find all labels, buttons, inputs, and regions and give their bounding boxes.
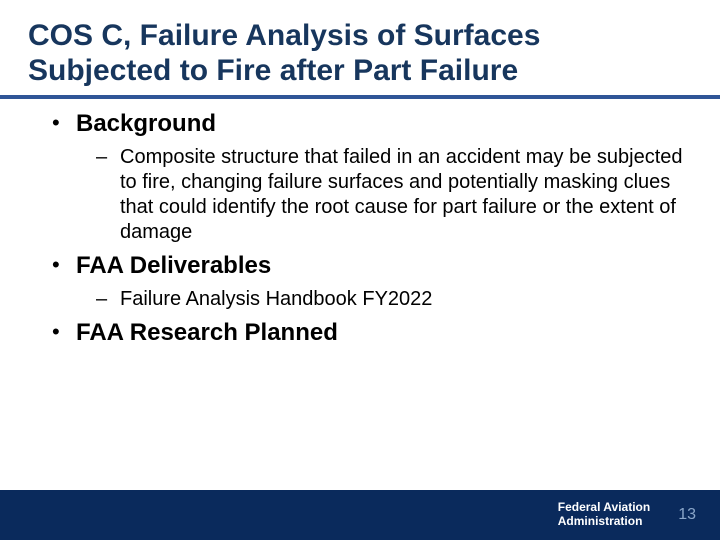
bullet-label: Background bbox=[76, 110, 216, 137]
sub-bullet-list: Composite structure that failed in an ac… bbox=[76, 145, 692, 245]
bullet-item: FAA Research Planned bbox=[50, 318, 692, 348]
sub-bullet-text: Failure Analysis Handbook FY2022 bbox=[120, 288, 432, 310]
footer-org-line1: Federal Aviation bbox=[558, 501, 650, 515]
sub-bullet-item: Failure Analysis Handbook FY2022 bbox=[96, 287, 692, 312]
sub-bullet-text: Composite structure that failed in an ac… bbox=[120, 146, 683, 243]
slide-title: COS C, Failure Analysis of Surfaces Subj… bbox=[28, 18, 692, 89]
bullet-item: FAA Deliverables Failure Analysis Handbo… bbox=[50, 251, 692, 312]
title-underline bbox=[0, 95, 720, 99]
footer-org: Federal Aviation Administration bbox=[558, 501, 650, 529]
footer-org-line2: Administration bbox=[558, 515, 650, 529]
bullet-label: FAA Deliverables bbox=[76, 252, 271, 279]
slide-footer: Federal Aviation Administration 13 bbox=[0, 490, 720, 540]
bullet-list: Background Composite structure that fail… bbox=[50, 109, 692, 348]
bullet-label: FAA Research Planned bbox=[76, 319, 338, 346]
bullet-item: Background Composite structure that fail… bbox=[50, 109, 692, 245]
slide-content: Background Composite structure that fail… bbox=[28, 109, 692, 348]
sub-bullet-item: Composite structure that failed in an ac… bbox=[96, 145, 692, 245]
slide: COS C, Failure Analysis of Surfaces Subj… bbox=[0, 0, 720, 540]
sub-bullet-list: Failure Analysis Handbook FY2022 bbox=[76, 287, 692, 312]
page-number: 13 bbox=[678, 506, 696, 524]
